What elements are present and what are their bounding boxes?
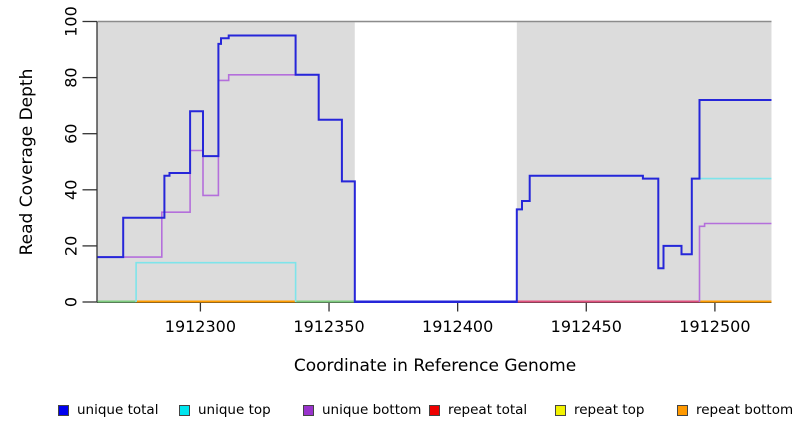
x-tick-label: 1912350 bbox=[293, 317, 364, 336]
y-tick-label: 40 bbox=[62, 180, 81, 200]
y-tick-label: 20 bbox=[62, 236, 81, 256]
x-tick-label: 1912500 bbox=[679, 317, 750, 336]
y-tick-label: 60 bbox=[62, 124, 81, 144]
x-tick-label: 1912400 bbox=[422, 317, 493, 336]
y-tick-label: 80 bbox=[62, 67, 81, 87]
series-line-unique-top bbox=[135, 261, 297, 302]
x-tick-label: 1912300 bbox=[165, 317, 236, 336]
masked-region bbox=[354, 22, 517, 303]
x-tick-label: 1912450 bbox=[551, 317, 622, 336]
series-line-unique-total bbox=[97, 34, 772, 303]
y-axis-title: Read Coverage Depth bbox=[17, 68, 37, 256]
y-tick-label: 0 bbox=[62, 297, 81, 307]
series-line-unique-bottom bbox=[698, 222, 772, 302]
y-tick-label: 100 bbox=[62, 6, 81, 37]
x-axis-title: Coordinate in Reference Genome bbox=[293, 356, 577, 376]
